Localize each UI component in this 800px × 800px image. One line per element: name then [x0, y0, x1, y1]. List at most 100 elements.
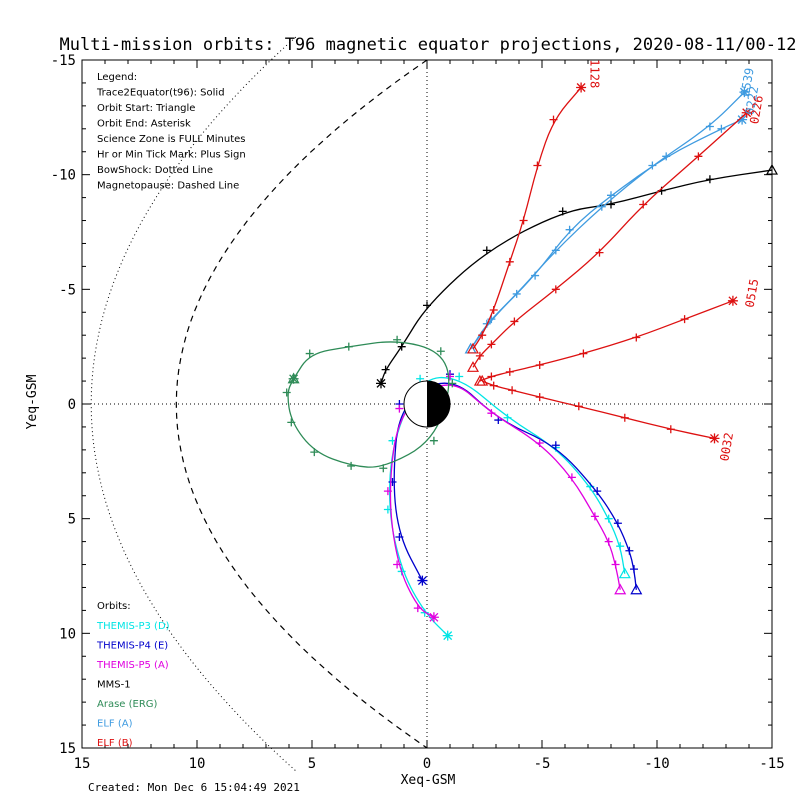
- orbit-end-marker: [741, 107, 752, 118]
- bowshock-line: [90, 36, 297, 772]
- tick-mark: [393, 335, 402, 344]
- orbit-start-marker: [466, 361, 480, 372]
- orbit-path: [481, 380, 715, 440]
- tick-mark: [395, 533, 404, 542]
- legend-line: BowShock: Dotted Line: [97, 165, 213, 176]
- tick-mark: [611, 560, 620, 569]
- tick-mark: [395, 404, 404, 413]
- orbit-legend-entry: THEMIS-P3 (D): [96, 621, 170, 632]
- tick-mark: [482, 246, 491, 255]
- tick-mark: [632, 333, 641, 342]
- orbit-legend-entry: MMS-1: [97, 680, 131, 691]
- orbit-end-marker: [442, 630, 453, 641]
- orbit-end-marker: [376, 378, 386, 389]
- tick-mark: [287, 418, 296, 427]
- tick-mark: [604, 537, 613, 546]
- tick-mark: [535, 438, 544, 447]
- tick-mark: [505, 367, 514, 376]
- x-tick-label: -5: [534, 756, 551, 772]
- orbit-start-marker: [765, 163, 779, 175]
- orbit-end-marker: [428, 612, 439, 623]
- tick-mark: [567, 473, 576, 482]
- y-tick-label: 10: [59, 626, 76, 642]
- orbit-start-marker: [614, 583, 627, 595]
- tick-mark: [282, 388, 291, 397]
- tick-mark: [519, 216, 528, 225]
- tick-mark: [705, 122, 714, 131]
- tick-mark: [487, 372, 496, 381]
- tick-mark: [565, 225, 574, 234]
- tick-mark: [429, 436, 438, 445]
- tick-mark: [381, 365, 390, 374]
- tick-mark: [620, 413, 629, 422]
- tick-mark: [625, 546, 634, 555]
- tick-mark: [489, 381, 498, 390]
- tick-mark: [662, 152, 671, 161]
- x-tick-label: -15: [759, 756, 784, 772]
- tick-mark: [455, 372, 464, 381]
- tick-mark: [397, 342, 406, 351]
- legend-line: Legend:: [97, 72, 137, 83]
- tick-mark: [448, 379, 457, 388]
- tick-mark: [648, 161, 657, 170]
- orbit-legend-entry: ELF (A): [97, 719, 133, 730]
- tick-mark: [388, 477, 397, 486]
- x-tick-label: -10: [644, 756, 669, 772]
- legend-line: Orbit Start: Triangle: [97, 103, 195, 114]
- legend-line: Science Zone is FULL Minutes: [97, 134, 246, 145]
- orbit-time-label: 0032: [717, 431, 736, 462]
- tick-mark: [535, 393, 544, 402]
- orbit-legend-entry: THEMIS-P4 (E): [96, 641, 168, 652]
- tick-mark: [717, 124, 726, 133]
- x-tick-label: 5: [308, 756, 316, 772]
- tick-mark: [666, 425, 675, 434]
- orbit-end-marker: [739, 87, 750, 98]
- x-tick-label: 0: [423, 756, 431, 772]
- orbit-end-marker: [417, 575, 428, 586]
- tick-mark: [579, 349, 588, 358]
- tick-mark: [446, 372, 454, 381]
- tick-mark: [551, 285, 560, 294]
- tick-mark: [416, 374, 425, 383]
- tick-mark: [613, 519, 622, 528]
- orbit-path: [380, 169, 773, 384]
- tick-mark: [680, 315, 689, 324]
- tick-mark: [487, 315, 496, 324]
- tick-mark: [604, 514, 613, 523]
- tick-mark: [505, 257, 514, 266]
- orbit-start-marker: [466, 342, 480, 354]
- orbit-end-marker: [709, 433, 720, 444]
- orbit-legend-entry: Arase (ERG): [97, 699, 158, 710]
- tick-mark: [607, 191, 615, 200]
- orbit-start-marker: [630, 583, 643, 595]
- orbit-time-label: 0539: [738, 67, 757, 98]
- created-footer: Created: Mon Dec 6 15:04:49 2021: [88, 781, 300, 794]
- tick-mark: [478, 331, 487, 340]
- legend-line: Hr or Min Tick Mark: Plus Sign: [97, 150, 246, 161]
- orbit-path: [472, 112, 748, 368]
- tick-mark: [489, 305, 498, 314]
- y-tick-label: -5: [59, 282, 76, 298]
- legend-line: Orbit End: Asterisk: [97, 119, 191, 130]
- tick-mark: [597, 202, 606, 211]
- tick-mark: [531, 271, 540, 280]
- orbit-path: [479, 300, 734, 382]
- chart-title: Multi-mission orbits: T96 magnetic equat…: [60, 35, 797, 55]
- tick-mark: [310, 448, 319, 457]
- tick-mark: [475, 351, 484, 360]
- tick-mark: [558, 207, 567, 216]
- tick-mark: [533, 161, 542, 170]
- orbit-time-label: 0226: [747, 94, 766, 125]
- tick-mark: [535, 361, 544, 370]
- legend: Legend: Trace2Equator(t96): Solid Orbit St…: [96, 72, 246, 749]
- tick-mark: [487, 340, 496, 349]
- orbit-time-label: 0222: [743, 85, 762, 116]
- orbit-legend-entry: THEMIS-P5 (A): [96, 660, 169, 671]
- magnetopause-line: [175, 59, 428, 749]
- y-axis-label: Yeq-GSM: [25, 374, 40, 429]
- tick-mark: [607, 200, 615, 209]
- tick-mark: [694, 152, 703, 161]
- orbit-end-marker: [576, 82, 587, 93]
- orbit-start-marker: [618, 567, 631, 579]
